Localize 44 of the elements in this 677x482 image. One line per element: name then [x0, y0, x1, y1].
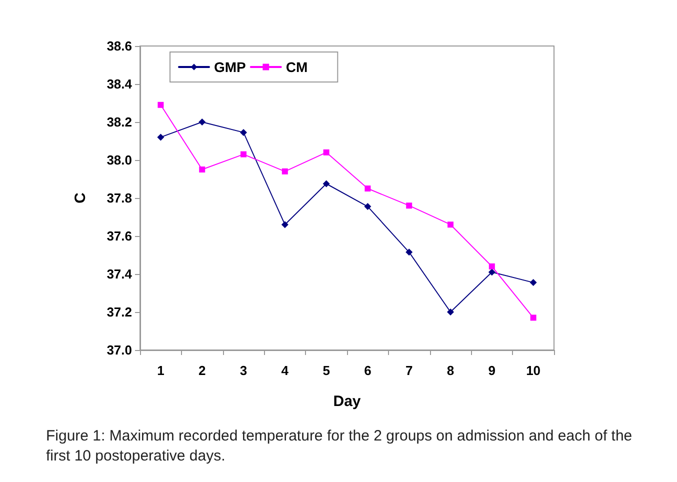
y-tick-label: 38.6	[106, 38, 132, 54]
point	[364, 203, 372, 210]
point	[448, 222, 454, 228]
y-tick-label: 37.8	[106, 190, 132, 206]
y-tick-label: 38.4	[106, 76, 133, 92]
point	[530, 279, 537, 286]
point	[199, 166, 206, 172]
point	[240, 128, 247, 136]
point	[282, 168, 288, 174]
point	[323, 149, 330, 156]
caption: Figure 1: Maximum recorded temperature for the 2 groups on admission and each of the first 10 postoperative days.	[46, 428, 636, 464]
point	[158, 102, 164, 108]
y-tick-label: 38.2	[106, 114, 132, 130]
x-tick-label: 10	[526, 363, 541, 378]
point	[406, 248, 413, 256]
y-axis-title: C	[72, 192, 89, 204]
y-tick-label: 38.0	[106, 152, 132, 168]
point	[406, 202, 412, 209]
x-tick-label: 4	[281, 363, 290, 378]
x-axis-title: Day	[333, 393, 362, 410]
point	[488, 268, 496, 276]
point	[157, 134, 164, 141]
x-tick-label: 9	[488, 363, 496, 378]
y-tick-label: 37.0	[106, 342, 132, 358]
y-tick-label: 37.6	[106, 228, 132, 244]
x-tick-label: 6	[364, 363, 372, 378]
legend-label: GMP	[214, 59, 246, 75]
x-tick-label: 7	[405, 363, 413, 378]
x-tick-label: 1	[157, 363, 164, 378]
point	[447, 308, 454, 316]
x-tick-label: 3	[240, 363, 248, 378]
point	[281, 221, 288, 228]
point	[364, 186, 371, 192]
y-tick-label: 37.2	[106, 304, 132, 320]
y-tick-label: 37.4	[106, 266, 133, 282]
x-tick-label: 5	[322, 363, 330, 378]
x-tick-label: 8	[446, 363, 454, 378]
point	[198, 118, 206, 126]
point	[530, 314, 536, 321]
point	[488, 263, 495, 270]
point	[322, 180, 330, 188]
point	[240, 151, 246, 158]
legend-label: CM	[286, 59, 308, 75]
x-tick-label: 2	[198, 363, 206, 378]
